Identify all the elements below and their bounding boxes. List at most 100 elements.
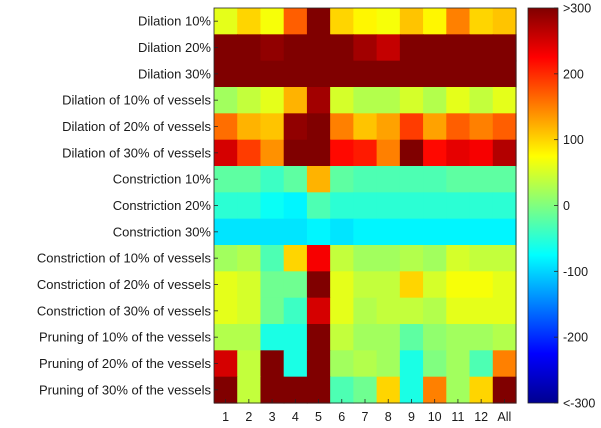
heatmap-cell [353,324,378,351]
heatmap-cell [492,8,517,35]
heatmap-cell [306,60,331,88]
heatmap-cell [353,34,378,62]
heatmap-cell [283,139,308,167]
heatmap-cell [283,192,308,220]
colorbar-tick-label: 0 [563,199,570,213]
heatmap-cell [306,87,331,114]
heatmap-cells [214,8,517,404]
heatmap-cell [446,166,471,193]
heatmap-cell [446,8,471,35]
heatmap-cell [353,87,378,114]
heatmap-cell [214,297,238,325]
heatmap-cell [446,218,471,246]
heatmap-cell [469,271,494,299]
heatmap-cell [260,376,285,404]
heatmap-cell [306,218,331,246]
heatmap-cell [260,350,285,378]
heatmap-cell [376,166,401,193]
heatmap-cell [446,113,471,141]
heatmap-cell [237,60,262,88]
row-label: Constriction of 10% of vessels [37,251,212,266]
heatmap-cell [469,166,494,193]
heatmap-cell [469,218,494,246]
heatmap-cell [399,192,424,220]
heatmap-cell [283,245,308,272]
heatmap-cell [469,87,494,114]
heatmap-cell [469,245,494,272]
heatmap-cell [260,271,285,299]
heatmap-cell [214,324,238,351]
heatmap-cell [214,8,238,35]
heatmap-cell [306,376,331,404]
heatmap-cell [260,139,285,167]
heatmap-cell [469,34,494,62]
heatmap-cell [330,139,354,167]
heatmap-cell [492,113,517,141]
heatmap-cell [399,87,424,114]
heatmap-cell [423,87,447,114]
colorbar-tick-label: <-300 [563,397,595,411]
heatmap-cell [214,60,238,88]
column-label: 6 [338,410,345,424]
heatmap-cell [330,218,354,246]
heatmap-cell [353,192,378,220]
colorbar-ticks: <-300 -200 -100 0 100 200 >300 [554,2,595,411]
heatmap-cell [353,271,378,299]
heatmap-cell [214,245,238,272]
heatmap-cell [399,297,424,325]
plot-frame [213,7,517,404]
row-label: Dilation of 10% of vessels [62,93,211,108]
heatmap-cell [330,271,354,299]
heatmap-cell [446,376,471,404]
heatmap-cell [376,350,401,378]
column-label: 12 [474,410,488,424]
heatmap-cell [446,324,471,351]
heatmap-cell [423,324,447,351]
heatmap-cell [237,8,262,35]
heatmap-cell [260,34,285,62]
heatmap-cell [237,113,262,141]
column-label: 4 [292,410,299,424]
heatmap-cell [260,245,285,272]
heatmap-cell [399,166,424,193]
row-label: Pruning of 20% of the vessels [39,356,211,371]
heatmap-cell [399,8,424,35]
heatmap-cell [376,34,401,62]
heatmap-cell [469,8,494,35]
heatmap-cell [260,87,285,114]
heatmap-cell [306,192,331,220]
column-label: 11 [451,410,464,424]
row-label: Pruning of 10% of the vessels [39,330,211,345]
heatmap-cell [492,376,517,404]
heatmap-cell [237,34,262,62]
heatmap-cell [306,139,331,167]
heatmap-cell [399,376,424,404]
heatmap-cell [237,376,262,404]
row-label: Dilation 30% [138,66,211,81]
heatmap-cell [399,271,424,299]
heatmap-cell [423,34,447,62]
heatmap-cell [469,350,494,378]
heatmap-cell [283,34,308,62]
heatmap-cell [423,139,447,167]
heatmap-cell [283,60,308,88]
heatmap-cell [237,218,262,246]
heatmap-cell [330,166,354,193]
heatmap-cell [469,113,494,141]
heatmap-cell [446,139,471,167]
heatmap-cell [214,271,238,299]
heatmap-cell [376,8,401,35]
heatmap-cell [330,87,354,114]
heatmap-cell [469,297,494,325]
heatmap-cell [446,350,471,378]
heatmap-cell [283,218,308,246]
colorbar-tick-label: -200 [563,331,588,345]
heatmap-cell [446,245,471,272]
heatmap-cell [399,245,424,272]
heatmap-cell [283,166,308,193]
heatmap-cell [330,350,354,378]
heatmap-cell [214,139,238,167]
heatmap-cell [353,218,378,246]
heatmap-cell [237,166,262,193]
heatmap-cell [446,34,471,62]
